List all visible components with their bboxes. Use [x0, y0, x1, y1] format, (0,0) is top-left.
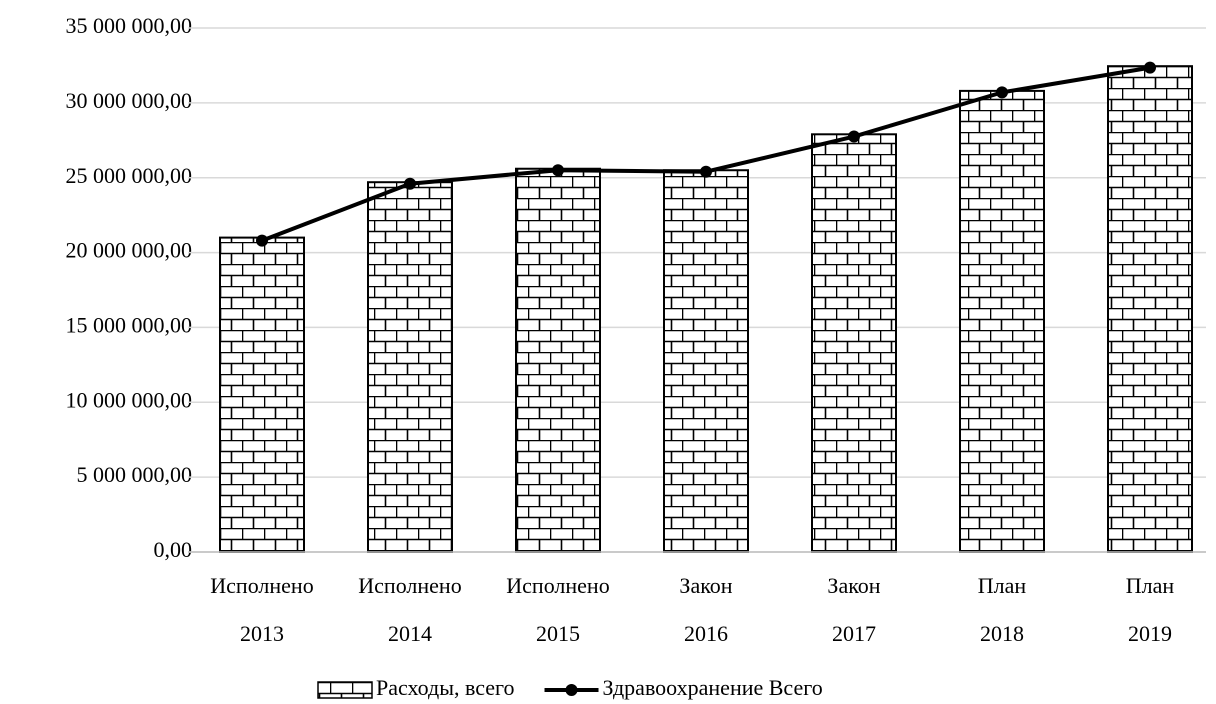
point	[996, 86, 1008, 99]
x-tick-label: 2015	[536, 621, 580, 646]
y-tick-label: 0,00	[154, 537, 193, 562]
x-tick-label: Исполнено	[358, 573, 461, 598]
y-tick-label: 25 000 000,00	[66, 163, 193, 188]
point	[404, 177, 416, 190]
y-tick-label: 15 000 000,00	[66, 312, 193, 337]
legend-marker	[565, 684, 578, 696]
bar	[367, 181, 453, 553]
x-tick-label: План	[978, 573, 1027, 598]
x-tick-label: 2019	[1128, 621, 1172, 646]
x-tick-label: План	[1126, 573, 1175, 598]
x-tick-label: Закон	[827, 573, 880, 598]
legend-swatch	[317, 681, 373, 699]
bar	[219, 236, 305, 553]
y-tick-label: 35 000 000,00	[66, 13, 193, 38]
y-tick-label: 10 000 000,00	[66, 387, 193, 412]
y-tick-label: 20 000 000,00	[66, 238, 193, 263]
legend-label: Расходы, всего	[376, 675, 515, 700]
y-tick-label: 30 000 000,00	[66, 88, 193, 113]
bar	[663, 169, 749, 553]
x-tick-label: Исполнено	[210, 573, 313, 598]
x-tick-label: Исполнено	[506, 573, 609, 598]
x-tick-label: 2017	[832, 621, 876, 646]
point	[552, 164, 564, 177]
legend-label: Здравоохранение Всего	[603, 675, 823, 700]
x-tick-label: 2018	[980, 621, 1024, 646]
point	[848, 130, 860, 143]
bar	[811, 133, 897, 553]
x-tick-label: 2016	[684, 621, 728, 646]
point	[1144, 61, 1156, 74]
point	[700, 165, 712, 178]
x-tick-label: Закон	[679, 573, 732, 598]
x-tick-label: 2013	[240, 621, 284, 646]
bar	[1107, 65, 1193, 553]
y-tick-label: 5 000 000,00	[77, 462, 193, 487]
x-tick-label: 2014	[388, 621, 432, 646]
bar	[959, 89, 1045, 553]
point	[256, 234, 268, 247]
bar	[515, 167, 601, 554]
